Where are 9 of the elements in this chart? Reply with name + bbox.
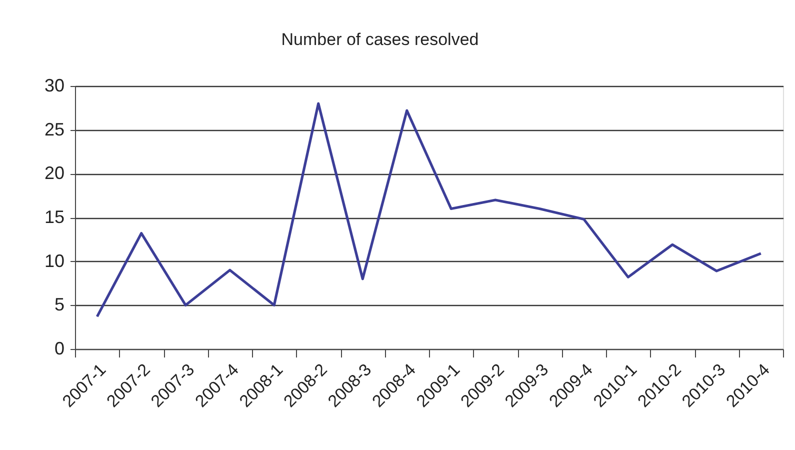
y-tick-label: 5 (54, 294, 64, 315)
chart-title: Number of cases resolved (281, 30, 479, 49)
y-tick-label: 20 (44, 163, 64, 184)
y-tick-label: 15 (44, 207, 64, 227)
y-tick-label: 0 (54, 338, 64, 358)
line-series (96, 102, 762, 318)
y-tick-label: 30 (44, 76, 64, 96)
y-tick-label: 25 (44, 119, 64, 140)
y-tick-label: 10 (44, 250, 64, 271)
